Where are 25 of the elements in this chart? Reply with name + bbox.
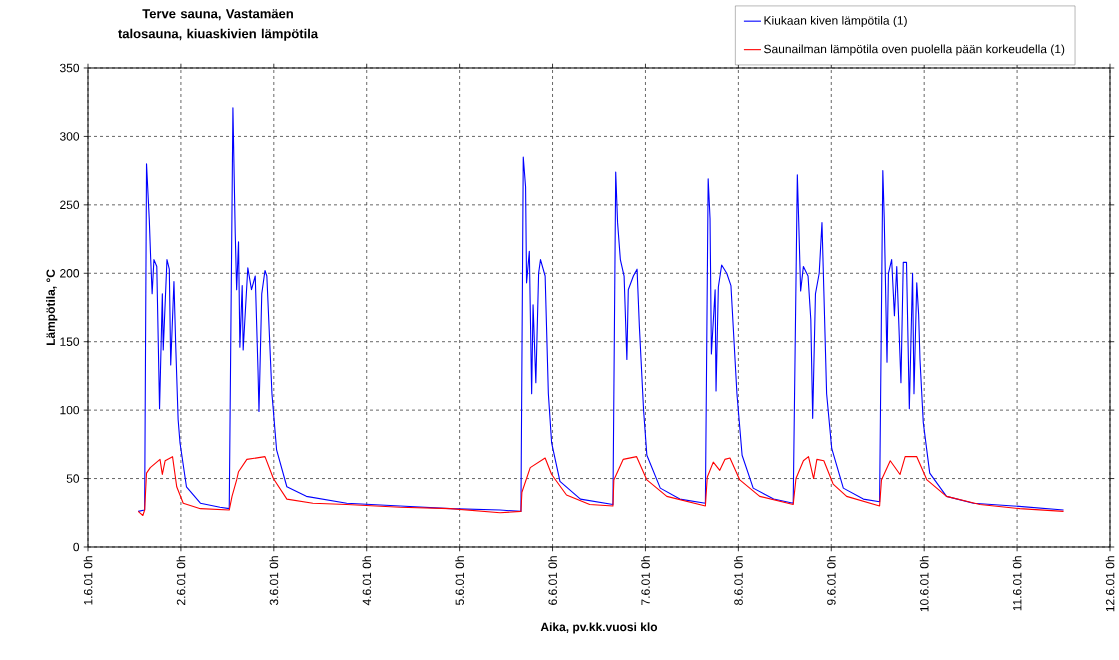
x-tick-label: 1.6.01 0h bbox=[83, 556, 93, 605]
x-tick-label: 12.6.01 0h bbox=[1105, 556, 1115, 612]
chart-title: Terve sauna, Vastamäen talosauna, kiuaskivien lämpötila bbox=[118, 9, 319, 41]
y-tick-label: 350 bbox=[59, 63, 80, 73]
y-tick-label: 200 bbox=[60, 269, 80, 278]
x-tick-label: 6.6.01 0h bbox=[548, 556, 557, 605]
x-tick-label: 9.6.01 0h bbox=[826, 556, 836, 605]
legend-label: Kiukaan kiven lämpötila (1) bbox=[764, 15, 907, 28]
y-tick-label: 300 bbox=[59, 132, 80, 141]
legend-label: Saunailman lämpötila oven puolella pään korkeudella (1) bbox=[764, 44, 1065, 56]
x-tick-label: 5.6.01 0h bbox=[455, 556, 465, 606]
x-tick-label: 8.6.01 0h bbox=[733, 556, 743, 605]
x-tick-label: 7.6.01 0h bbox=[641, 556, 650, 605]
x-axis-title: Aika, pv.kk.vuosi klo bbox=[540, 622, 658, 634]
x-tick-label: 10.6.01 0h bbox=[919, 556, 929, 612]
y-tick-label: 100 bbox=[60, 405, 80, 415]
y-tick-label: 50 bbox=[66, 474, 80, 483]
x-tick-label: 2.6.01 0h bbox=[176, 556, 186, 605]
y-tick-label: 0 bbox=[73, 542, 80, 552]
x-tick-label: 3.6.01 0h bbox=[269, 556, 279, 606]
y-tick-label: 250 bbox=[60, 200, 80, 210]
x-tick-label: 11.6.01 0h bbox=[1012, 556, 1022, 611]
y-axis-title: Lämpötila, °C bbox=[46, 269, 58, 346]
x-tick-label: 4.6.01 0h bbox=[362, 556, 372, 606]
y-tick-label: 150 bbox=[60, 337, 80, 346]
